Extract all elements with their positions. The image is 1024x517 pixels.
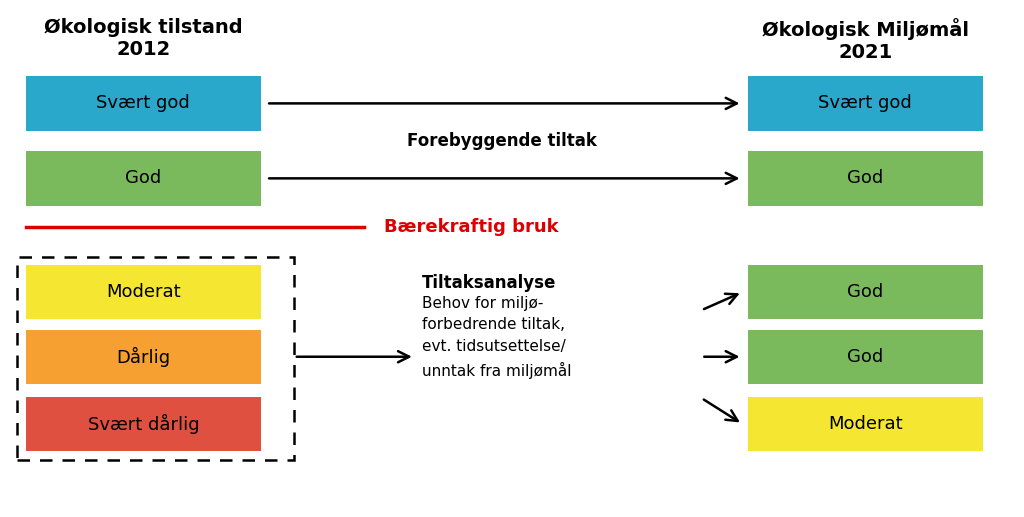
FancyBboxPatch shape [748,330,983,384]
Text: Moderat: Moderat [106,283,180,301]
Text: Svært dårlig: Svært dårlig [87,414,200,434]
Text: God: God [125,170,162,187]
Text: Bærekraftig bruk: Bærekraftig bruk [384,219,559,236]
Text: God: God [847,170,884,187]
Text: Økologisk Miljømål
2021: Økologisk Miljømål 2021 [762,18,969,62]
FancyBboxPatch shape [748,265,983,319]
Text: Svært god: Svært god [818,95,912,112]
Bar [17,257,294,460]
Text: Økologisk tilstand
2012: Økologisk tilstand 2012 [44,18,243,59]
FancyBboxPatch shape [748,151,983,205]
Text: God: God [847,348,884,366]
Text: Tiltaksanalyse: Tiltaksanalyse [422,274,556,292]
FancyBboxPatch shape [26,265,261,319]
Text: God: God [847,283,884,301]
FancyBboxPatch shape [26,76,261,130]
FancyBboxPatch shape [748,397,983,451]
Text: Svært god: Svært god [96,95,190,112]
Text: Dårlig: Dårlig [117,347,170,367]
Text: Moderat: Moderat [828,415,902,433]
FancyBboxPatch shape [26,397,261,451]
Text: Behov for miljø-
forbedrende tiltak,
evt. tidsutsettelse/
unntak fra miljømål: Behov for miljø- forbedrende tiltak, evt… [422,296,571,378]
Text: Forebyggende tiltak: Forebyggende tiltak [407,132,597,149]
FancyBboxPatch shape [26,330,261,384]
FancyBboxPatch shape [26,151,261,205]
FancyBboxPatch shape [748,76,983,130]
